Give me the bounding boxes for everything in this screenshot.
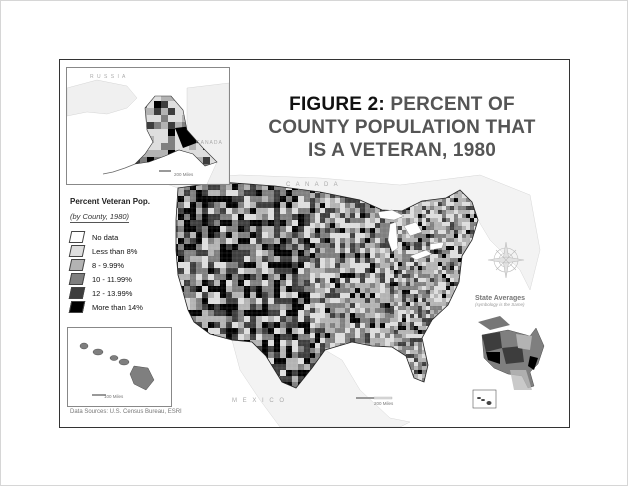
alaska-scale-label: 200 Miles: [174, 172, 194, 177]
main-scale-label: 200 Miles: [374, 401, 394, 406]
legend-item: No data: [68, 230, 180, 244]
legend-list: No data Less than 8% 8 - 9.99% 10 - 11.99% 1…: [68, 230, 180, 314]
map-title: FIGURE 2: PERCENT OF COUNTY POPULATION T…: [267, 93, 537, 162]
legend-label: No data: [92, 232, 119, 242]
state-averages-title: State Averages: [475, 295, 526, 302]
title-prefix: FIGURE 2:: [289, 94, 385, 115]
legend-label: 8 - 9.99%: [92, 260, 125, 270]
map-canvas: [154, 174, 545, 427]
mexico-label: M E X I C O: [232, 398, 287, 404]
mini-hawaii-inset: [472, 389, 497, 409]
legend-swatch: [68, 259, 86, 271]
legend-swatch: [68, 245, 86, 257]
state-averages-subtitle: (symbology is the Same): [475, 302, 525, 307]
legend-item: 10 - 11.99%: [68, 272, 180, 286]
legend-label: More than 14%: [92, 302, 143, 312]
main-scale-bar: [356, 396, 393, 400]
legend-label: Less than 8%: [92, 246, 138, 256]
canada-label: C A N A D A: [286, 182, 340, 188]
hawaii-map: [79, 342, 155, 396]
title-rest: PERCENT OF COUNTY POPULATION THAT IS A V…: [268, 94, 536, 161]
legend-item: Less than 8%: [68, 244, 180, 258]
russia-label: R U S S I A: [90, 74, 127, 80]
alaska-inset: [66, 67, 230, 185]
alaska-map: [66, 79, 230, 185]
legend-label: 12 - 13.99%: [92, 288, 133, 298]
legend-title: Percent Veteran Pop.: [70, 197, 151, 206]
map-frame: FIGURE 2: PERCENT OF COUNTY POPULATION T…: [59, 59, 570, 428]
legend-item: More than 14%: [68, 300, 180, 314]
legend-label: 10 - 11.99%: [92, 274, 132, 284]
legend-item: 12 - 13.99%: [68, 286, 180, 300]
great-lakes: [377, 209, 445, 261]
us-outline: [175, 181, 479, 389]
legend-swatch: [68, 301, 86, 313]
legend-swatch: [68, 287, 86, 299]
state-averages-minimap: [478, 316, 545, 390]
legend-swatch: [68, 273, 86, 285]
data-sources: Data Sources: U.S. Census Bureau, ESRI: [70, 409, 182, 415]
legend-item: 8 - 9.99%: [68, 258, 180, 272]
compass-rose-icon: [487, 241, 525, 279]
hawaii-scale-label: 100 Miles: [104, 394, 124, 399]
state-averages: State Averages (symbology is the Same): [475, 295, 555, 307]
legend-swatch: [68, 231, 86, 243]
canada-inset-label: CANADA: [196, 140, 223, 146]
hawaii-inset: [67, 327, 172, 407]
legend-subtitle: (by County, 1980): [70, 212, 130, 223]
legend: Percent Veteran Pop. (by County, 1980) N…: [68, 197, 180, 314]
